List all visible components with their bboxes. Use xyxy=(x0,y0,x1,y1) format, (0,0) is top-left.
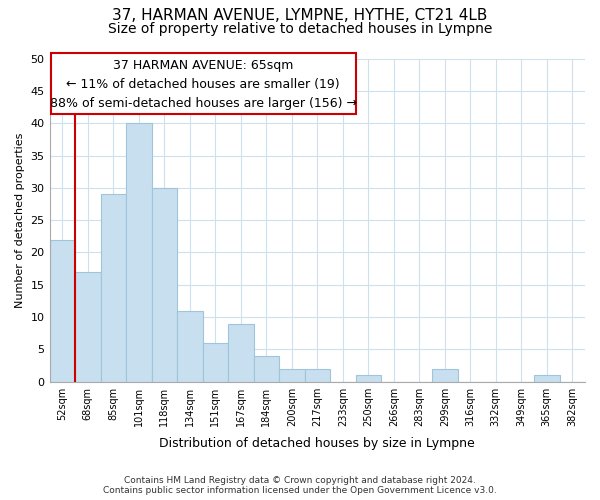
Bar xyxy=(432,368,458,382)
Bar xyxy=(152,188,177,382)
Bar xyxy=(51,54,356,114)
Bar xyxy=(177,310,203,382)
Bar xyxy=(228,324,254,382)
Bar xyxy=(534,375,560,382)
Text: 37 HARMAN AVENUE: 65sqm: 37 HARMAN AVENUE: 65sqm xyxy=(113,58,293,71)
Bar xyxy=(101,194,126,382)
Text: Size of property relative to detached houses in Lympne: Size of property relative to detached ho… xyxy=(108,22,492,36)
Y-axis label: Number of detached properties: Number of detached properties xyxy=(15,132,25,308)
Text: ← 11% of detached houses are smaller (19): ← 11% of detached houses are smaller (19… xyxy=(67,78,340,91)
Bar xyxy=(356,375,381,382)
Bar xyxy=(254,356,279,382)
Bar xyxy=(75,272,101,382)
Text: Contains HM Land Registry data © Crown copyright and database right 2024.
Contai: Contains HM Land Registry data © Crown c… xyxy=(103,476,497,495)
Bar xyxy=(305,368,330,382)
Bar xyxy=(203,343,228,382)
X-axis label: Distribution of detached houses by size in Lympne: Distribution of detached houses by size … xyxy=(160,437,475,450)
Bar xyxy=(279,368,305,382)
Bar xyxy=(50,240,75,382)
Text: 37, HARMAN AVENUE, LYMPNE, HYTHE, CT21 4LB: 37, HARMAN AVENUE, LYMPNE, HYTHE, CT21 4… xyxy=(112,8,488,22)
Bar xyxy=(126,124,152,382)
Text: 88% of semi-detached houses are larger (156) →: 88% of semi-detached houses are larger (… xyxy=(50,98,356,110)
